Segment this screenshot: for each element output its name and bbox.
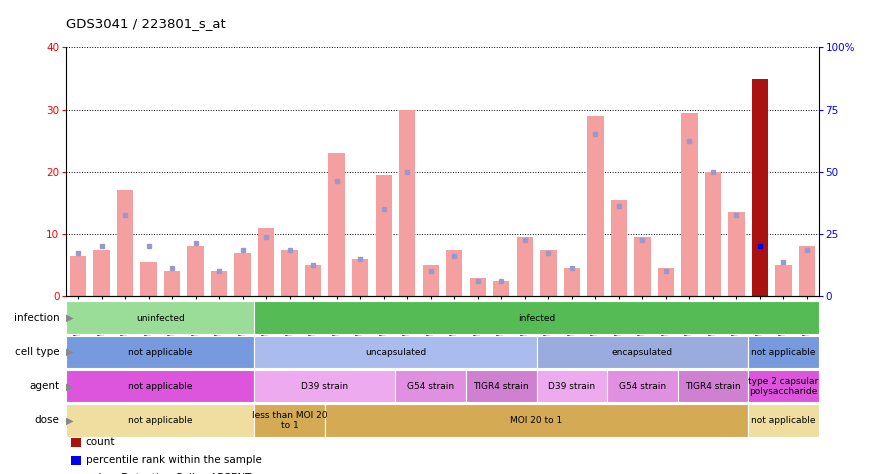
Text: ▶: ▶ [66, 347, 73, 357]
Bar [281, 250, 298, 296]
Bar [728, 212, 744, 296]
Text: agent: agent [29, 381, 59, 392]
Bar [70, 256, 87, 296]
Text: not applicable: not applicable [751, 348, 816, 356]
Text: count: count [86, 437, 115, 447]
Text: less than MOI 20
to 1: less than MOI 20 to 1 [252, 411, 327, 430]
Text: not applicable: not applicable [128, 382, 193, 391]
Text: G54 strain: G54 strain [407, 382, 454, 391]
Text: type 2 capsular
polysaccharide: type 2 capsular polysaccharide [748, 377, 819, 396]
Text: uncapsulated: uncapsulated [365, 348, 426, 356]
Text: ▶: ▶ [66, 381, 73, 392]
Text: TIGR4 strain: TIGR4 strain [685, 382, 741, 391]
Text: D39 strain: D39 strain [302, 382, 349, 391]
Bar [188, 246, 204, 296]
Text: MOI 20 to 1: MOI 20 to 1 [511, 416, 563, 425]
Text: ▶: ▶ [66, 313, 73, 323]
Bar [634, 237, 650, 296]
Text: dose: dose [35, 415, 59, 426]
Bar [681, 113, 697, 296]
Bar [540, 250, 557, 296]
Text: infected: infected [518, 314, 555, 322]
Text: infection: infection [13, 313, 59, 323]
Bar [399, 109, 415, 296]
Text: TIGR4 strain: TIGR4 strain [473, 382, 529, 391]
Bar [611, 200, 627, 296]
Bar [258, 228, 274, 296]
Text: value, Detection Call = ABSENT: value, Detection Call = ABSENT [86, 473, 251, 474]
Bar [658, 268, 674, 296]
Bar [517, 237, 533, 296]
Text: GDS3041 / 223801_s_at: GDS3041 / 223801_s_at [66, 17, 227, 29]
Bar [751, 79, 768, 296]
Bar [493, 281, 510, 296]
Bar [704, 172, 721, 296]
Bar [470, 278, 486, 296]
Bar [164, 272, 181, 296]
Bar [352, 259, 368, 296]
Bar [587, 116, 604, 296]
Text: not applicable: not applicable [128, 348, 193, 356]
Bar [328, 153, 345, 296]
Bar [305, 265, 321, 296]
Bar [446, 250, 463, 296]
Bar [94, 250, 110, 296]
Text: uninfected: uninfected [136, 314, 185, 322]
Bar [211, 272, 227, 296]
Bar [564, 268, 580, 296]
Bar [775, 265, 791, 296]
Text: not applicable: not applicable [128, 416, 193, 425]
Text: G54 strain: G54 strain [619, 382, 666, 391]
Text: encapsulated: encapsulated [612, 348, 673, 356]
Text: not applicable: not applicable [751, 416, 816, 425]
Text: percentile rank within the sample: percentile rank within the sample [86, 455, 262, 465]
Text: cell type: cell type [15, 347, 59, 357]
Bar [375, 175, 392, 296]
Text: D39 strain: D39 strain [548, 382, 596, 391]
Text: ▶: ▶ [66, 415, 73, 426]
Bar [235, 253, 251, 296]
Bar [141, 262, 157, 296]
Bar [422, 265, 439, 296]
Bar [798, 246, 815, 296]
Bar [117, 191, 134, 296]
